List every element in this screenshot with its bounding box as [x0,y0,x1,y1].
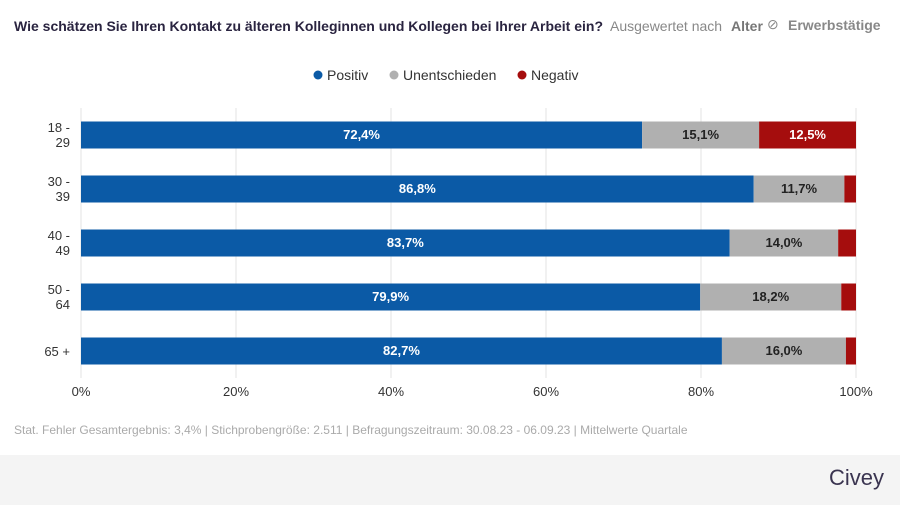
y-tick-label: 65 + [44,343,70,359]
chart-title: Wie schätzen Sie Ihren Kontakt zu ältere… [14,18,603,34]
bar-segment [759,121,856,149]
bar-segment [838,229,856,257]
value-label: 86,8% [398,181,436,196]
bar-segment [729,229,839,257]
value-label: 14,0% [765,235,803,250]
x-tick-label: 20% [222,384,250,399]
bar-segment [721,337,846,365]
bar-segment [700,283,842,311]
bar-segment [81,283,701,311]
value-label: 15,1% [682,127,720,142]
x-tick-label: 40% [377,384,405,399]
x-tick-label: 0% [71,384,91,399]
legend-label: Negativ [531,67,579,83]
legend-marker [517,70,527,80]
x-tick-label: 100% [839,384,873,399]
bar-segment [753,175,845,203]
value-label: 18,2% [752,289,790,304]
filter-icon: ⊘ [767,16,779,32]
value-label: 12,5% [789,127,826,142]
legend-label: Positiv [327,67,369,83]
y-tick-label: 50 - 64 [47,282,70,312]
y-tick-label: 40 - 49 [47,228,70,258]
footer-band [0,455,900,505]
x-tick-label: 80% [687,384,715,399]
value-label: 72,4% [343,127,380,142]
y-tick-label: 30 - 39 [47,174,70,204]
y-tick-label: 18 - 29 [47,120,70,150]
legend-marker [389,70,399,80]
value-label: 79,9% [372,289,410,304]
legend-marker [313,70,323,80]
bar-segment [81,229,730,257]
legend-label: Unentschieden [403,67,497,83]
bar-segment [81,121,643,149]
x-tick-label: 60% [532,384,560,399]
brand: Civey [828,465,884,490]
bar-segment [81,175,754,203]
bar-segment [844,175,856,203]
bar-segment [845,337,856,365]
value-label: 16,0% [765,343,803,358]
value-label: 82,7% [383,343,420,358]
bar-segment [841,283,856,311]
value-label: 83,7% [386,235,424,250]
footnote: Stat. Fehler Gesamtergebnis: 3,4% | Stic… [14,423,688,437]
filter-value: Alter [731,18,763,34]
bar-segment [81,337,722,365]
bar-segment [642,121,760,149]
filter-group: Erwerbstätige [788,17,881,33]
filter-label: Ausgewertet nach [610,18,723,34]
value-label: 11,7% [780,181,818,196]
